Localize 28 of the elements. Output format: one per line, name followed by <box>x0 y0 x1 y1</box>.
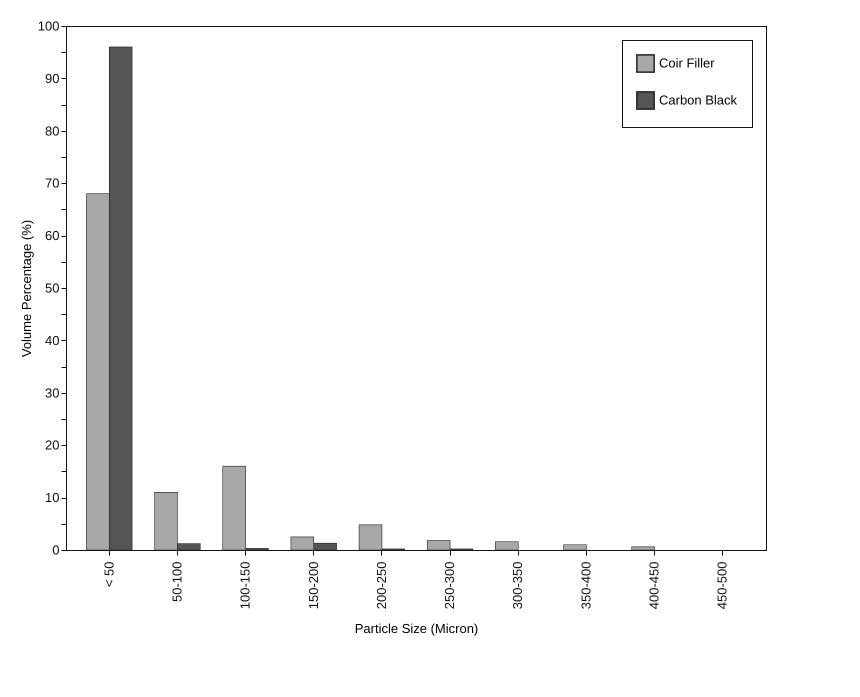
x-tick-label: 150-200 <box>306 562 321 610</box>
legend-label: Coir Filler <box>659 56 716 70</box>
y-tick-label: 0 <box>52 542 60 558</box>
x-tick-label: 450-500 <box>714 562 730 610</box>
y-tick-label: 50 <box>45 280 60 296</box>
bar <box>495 541 519 550</box>
x-axis-title: Particle Size (Micron) <box>354 621 478 636</box>
y-tick-label: 30 <box>45 385 60 400</box>
y-tick-label: 20 <box>45 438 60 453</box>
y-tick-label: 10 <box>45 490 60 506</box>
y-tick-label: 80 <box>45 123 60 138</box>
bar <box>563 544 587 550</box>
x-tick-label: 50-100 <box>169 562 184 602</box>
bar <box>631 546 655 550</box>
y-tick-label: 70 <box>45 176 60 191</box>
legend-label: Carbon Black <box>659 92 738 108</box>
y-tick-label: 60 <box>45 228 60 244</box>
x-tick-label: 200-250 <box>374 562 389 610</box>
x-tick-label: 300-350 <box>510 562 526 610</box>
y-axis-title: Volume Percentage (%) <box>18 220 34 358</box>
y-tick-label: 100 <box>38 18 60 34</box>
x-tick-label: 400-450 <box>646 562 662 610</box>
y-tick-label: 90 <box>45 70 60 86</box>
x-tick-label: 100-150 <box>238 562 253 610</box>
x-tick-label: 350-400 <box>578 562 594 610</box>
y-tick-label: 40 <box>45 332 60 348</box>
x-tick-label: < 50 <box>101 562 116 588</box>
x-tick-label: 250-300 <box>442 562 458 610</box>
